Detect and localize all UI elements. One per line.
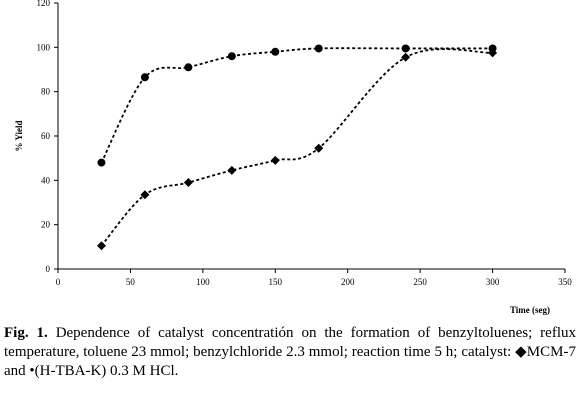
x-tick-label: 50	[126, 277, 136, 287]
chart-series	[96, 44, 498, 251]
series-1-point	[97, 158, 106, 167]
x-tick-label: 350	[558, 277, 572, 287]
series-2-point	[140, 190, 150, 200]
y-tick-label: 80	[41, 87, 51, 97]
y-tick-label: 0	[46, 264, 51, 274]
y-axis-title: % Yield	[14, 120, 24, 151]
chart-axes: 0 20 40 60 80 100 120 0 50 100 150 200 250 300 350	[37, 0, 573, 287]
series-2-point	[183, 178, 193, 188]
x-tick-label: 0	[56, 277, 61, 287]
series-2-line	[100, 48, 493, 247]
y-tick-label: 40	[41, 175, 51, 185]
y-tick-label: 60	[41, 131, 51, 141]
series-1-point	[227, 52, 236, 61]
y-tick-label: 120	[37, 0, 51, 8]
series-2-point	[227, 165, 237, 175]
series-2-point	[401, 52, 411, 62]
series-2-point	[314, 143, 324, 153]
x-tick-label: 300	[486, 277, 500, 287]
y-tick-label: 100	[37, 42, 51, 52]
y-tick-label: 20	[41, 220, 51, 230]
series-2-point	[270, 155, 280, 165]
series-2-point	[96, 241, 106, 251]
caption-label: Fig. 1.	[4, 325, 48, 341]
x-tick-label: 150	[269, 277, 283, 287]
figure-caption: Fig. 1. Dependence of catalyst concentra…	[4, 324, 576, 381]
x-tick-label: 250	[413, 277, 427, 287]
series-1-point	[271, 47, 280, 56]
x-tick-label: 200	[341, 277, 355, 287]
series-1-point	[314, 44, 323, 53]
series-1-point	[184, 63, 193, 72]
series-1-point	[140, 73, 149, 82]
series-1-point	[401, 44, 410, 53]
series-1-line	[100, 47, 493, 164]
yield-chart: 0 20 40 60 80 100 120 0 50 100 150 200 250 300 350 % Y…	[14, 0, 573, 315]
x-tick-label: 100	[196, 277, 210, 287]
x-axis-title: Time (seg)	[510, 305, 550, 315]
caption-text: Dependence of catalyst concentratión on …	[4, 325, 576, 379]
series-2-point	[488, 48, 498, 58]
